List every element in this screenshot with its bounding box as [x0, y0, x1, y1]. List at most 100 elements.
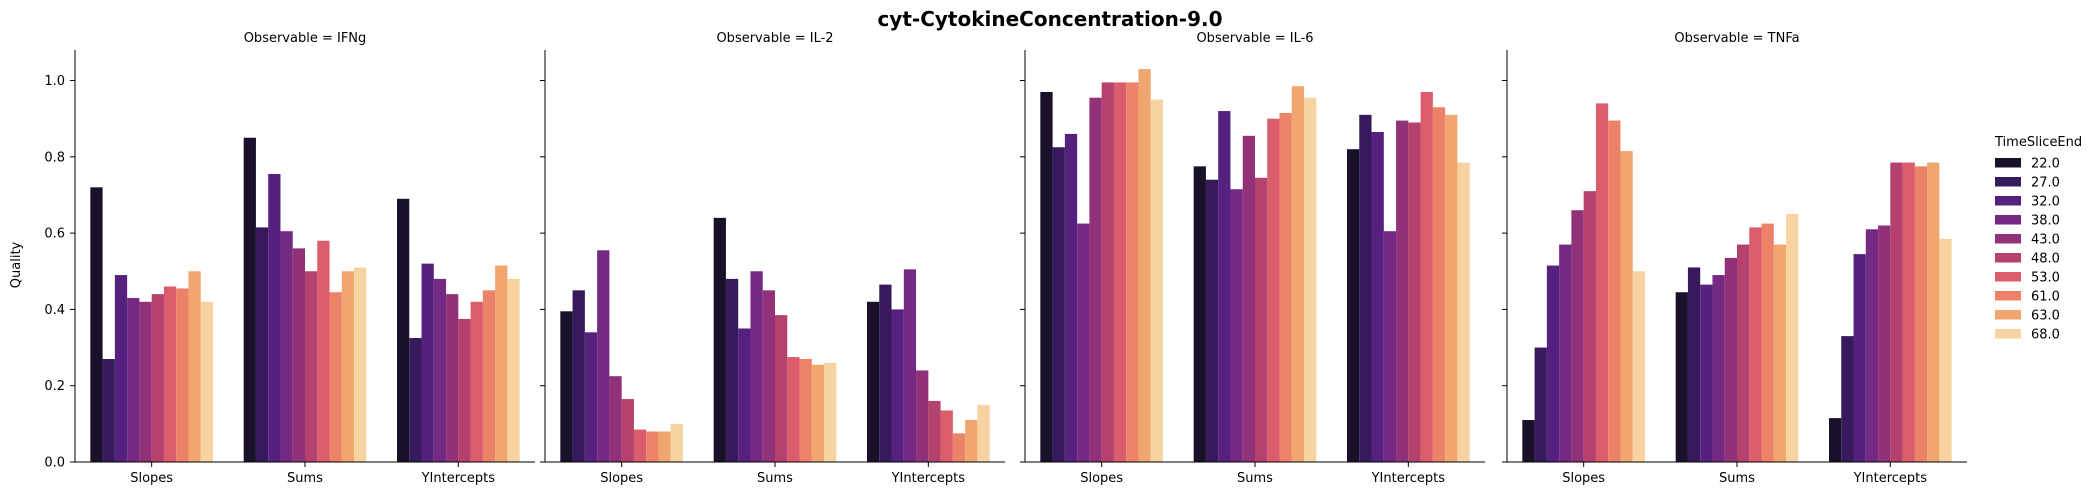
- x-tick-label: Slopes: [600, 471, 643, 486]
- bar-sums-61.0: [799, 359, 812, 462]
- bar-sums-53.0: [1749, 227, 1762, 462]
- legend-swatch: [1995, 158, 2021, 168]
- bar-sums-48.0: [305, 271, 318, 462]
- bar-yintercepts-53.0: [1420, 91, 1433, 463]
- bar-yintercepts-63.0: [495, 265, 508, 462]
- panel-3: Observable = TNFa Slopes Sums YIntercepts: [1502, 31, 1967, 486]
- legend-swatch: [1995, 253, 2021, 263]
- panel-2: Observable = IL-6 Slopes Sums YIntercepts: [1020, 31, 1485, 486]
- x-tick-label: YIntercepts: [891, 471, 966, 486]
- bar-yintercepts-43.0: [446, 294, 459, 462]
- bar-yintercepts-68.0: [507, 278, 520, 462]
- bar-yintercepts-61.0: [1432, 107, 1446, 462]
- bar-slopes-22.0: [560, 311, 573, 462]
- bar-sums-27.0: [255, 227, 269, 462]
- bar-yintercepts-61.0: [1914, 166, 1928, 462]
- bar-slopes-38.0: [127, 297, 140, 462]
- bar-yintercepts-38.0: [1383, 231, 1397, 462]
- y-tick-label: 0.0: [44, 456, 65, 471]
- bar-yintercepts-22.0: [1829, 418, 1842, 462]
- bar-slopes-38.0: [1559, 244, 1572, 462]
- bar-yintercepts-68.0: [1939, 238, 1952, 462]
- bar-yintercepts-61.0: [482, 290, 496, 462]
- bar-sums-32.0: [1700, 284, 1713, 462]
- legend-label: 68.0: [2031, 328, 2060, 343]
- panel-title: Observable = IFNg: [244, 31, 367, 46]
- bar-slopes-32.0: [584, 332, 598, 462]
- legend-swatch: [1995, 329, 2021, 339]
- bar-slopes-32.0: [114, 275, 128, 462]
- bar-sums-68.0: [354, 267, 367, 462]
- bar-yintercepts-38.0: [433, 278, 447, 462]
- bar-sums-68.0: [1786, 214, 1799, 462]
- bar-sums-61.0: [1761, 223, 1774, 462]
- bar-yintercepts-38.0: [1865, 229, 1879, 462]
- bar-slopes-27.0: [1052, 147, 1065, 462]
- bar-yintercepts-22.0: [397, 198, 410, 462]
- bar-sums-43.0: [292, 248, 305, 462]
- bar-yintercepts-32.0: [1371, 132, 1384, 462]
- bar-slopes-68.0: [1150, 99, 1163, 462]
- bar-slopes-63.0: [1138, 69, 1151, 462]
- bar-yintercepts-27.0: [409, 338, 422, 462]
- legend-label: 61.0: [2031, 290, 2060, 305]
- bar-yintercepts-68.0: [977, 404, 990, 462]
- bar-sums-32.0: [268, 173, 281, 463]
- bar-sums-63.0: [811, 364, 825, 462]
- bar-yintercepts-38.0: [903, 269, 917, 462]
- legend: TimeSliceEnd 22.0 27.0 32.0 38.0 43.0 48.0 53.…: [1994, 135, 2082, 343]
- bar-yintercepts-32.0: [1853, 254, 1866, 462]
- x-tick-label: Slopes: [1562, 471, 1605, 486]
- bar-slopes-27.0: [102, 359, 115, 462]
- x-tick-label: Sums: [1237, 471, 1273, 486]
- x-tick-label: Sums: [1719, 471, 1755, 486]
- bar-slopes-68.0: [670, 423, 683, 462]
- bar-sums-53.0: [317, 240, 330, 462]
- legend-item-63.0: 63.0: [1995, 309, 2060, 324]
- bar-slopes-61.0: [1126, 82, 1139, 463]
- bar-sums-63.0: [341, 271, 355, 462]
- bar-slopes-27.0: [572, 290, 585, 462]
- bar-sums-61.0: [1279, 112, 1292, 462]
- bar-slopes-63.0: [188, 271, 201, 462]
- panel-0: Observable = IFNg Slopes Sums YIntercepts 0.…: [44, 31, 535, 486]
- legend-swatch: [1995, 177, 2021, 187]
- bar-slopes-32.0: [1064, 133, 1078, 462]
- y-axis-label: Quality: [9, 241, 24, 288]
- bar-sums-68.0: [1304, 97, 1317, 462]
- bar-yintercepts-22.0: [1347, 149, 1360, 462]
- bar-sums-32.0: [738, 328, 751, 462]
- bar-yintercepts-48.0: [1890, 162, 1903, 463]
- bar-sums-27.0: [1687, 267, 1701, 462]
- bar-slopes-63.0: [658, 431, 671, 462]
- bar-slopes-48.0: [1583, 191, 1596, 462]
- x-tick-label: YIntercepts: [421, 471, 496, 486]
- bar-yintercepts-53.0: [1902, 162, 1915, 463]
- bar-sums-22.0: [1193, 166, 1206, 462]
- panel-title: Observable = TNFa: [1674, 31, 1799, 46]
- legend-item-43.0: 43.0: [1995, 233, 2060, 248]
- bar-slopes-48.0: [621, 399, 634, 462]
- bar-yintercepts-27.0: [1359, 114, 1372, 462]
- bar-slopes-53.0: [1113, 82, 1127, 463]
- legend-label: 53.0: [2031, 271, 2060, 286]
- bar-slopes-61.0: [646, 431, 659, 462]
- legend-item-27.0: 27.0: [1995, 176, 2060, 191]
- bar-sums-22.0: [1675, 292, 1688, 462]
- bar-yintercepts-27.0: [879, 284, 892, 462]
- bar-sums-53.0: [1267, 118, 1280, 463]
- bar-sums-38.0: [1712, 275, 1725, 462]
- bar-slopes-53.0: [633, 429, 647, 462]
- bar-sums-53.0: [787, 357, 800, 462]
- legend-label: 38.0: [2031, 214, 2060, 229]
- bar-yintercepts-27.0: [1841, 336, 1854, 462]
- x-tick-label: YIntercepts: [1853, 471, 1928, 486]
- bar-slopes-43.0: [1571, 210, 1584, 462]
- bar-yintercepts-63.0: [1927, 162, 1940, 463]
- bar-yintercepts-48.0: [928, 400, 941, 462]
- chart-panels: Observable = IFNg Slopes Sums YIntercepts 0.…: [44, 31, 1967, 486]
- legend-swatch: [1995, 291, 2021, 301]
- legend-label: 22.0: [2031, 157, 2060, 172]
- bar-slopes-38.0: [597, 250, 610, 462]
- bar-sums-22.0: [243, 137, 256, 463]
